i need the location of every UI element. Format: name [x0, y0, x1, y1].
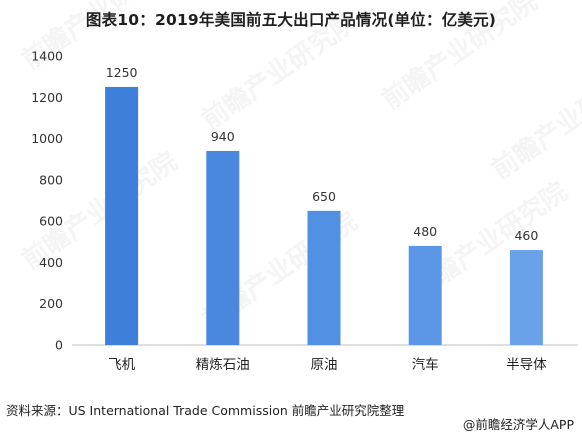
chart-title: 图表10：2019年美国前五大出口产品情况(单位：亿美元): [85, 11, 497, 29]
bar: [408, 245, 442, 345]
y-tick-label: 600: [39, 214, 63, 229]
y-tick-label: 800: [39, 172, 63, 187]
x-category-label: 汽车: [412, 356, 439, 373]
x-category-label: 飞机: [108, 357, 135, 373]
data-labels: 1250 飞机 940 精炼石油 650 原油 480 汽车 460 半导体: [106, 65, 547, 373]
source-note: 资料来源：US International Trade Commission 前…: [6, 403, 405, 418]
bar: [105, 86, 139, 345]
bar-value-label: 940: [211, 129, 235, 144]
x-category-label: 半导体: [506, 357, 547, 373]
bar-value-label: 480: [413, 224, 437, 239]
bars: [105, 86, 543, 345]
bar: [206, 150, 240, 345]
bar: [307, 210, 341, 345]
bar-value-label: 650: [312, 189, 336, 204]
bar: [509, 250, 543, 345]
x-category-label: 精炼石油: [196, 357, 250, 373]
brand-label: @前瞻经济学人APP: [462, 417, 574, 432]
brand-credit: @前瞻经济学人APP: [463, 414, 574, 433]
bar-value-label: 460: [514, 228, 538, 243]
y-tick-label: 0: [55, 338, 63, 353]
y-tick-label: 200: [39, 296, 63, 311]
watermark-text: 前瞻产业研究院: [486, 56, 582, 186]
y-tick-label: 400: [39, 255, 63, 270]
axes: 0 200 400 600 800 1000 1200 1400: [31, 49, 578, 353]
bar-value-label: 1250: [106, 65, 138, 80]
y-tick-label: 1200: [31, 90, 63, 105]
y-tick-label: 1000: [31, 131, 63, 146]
x-category-label: 原油: [311, 357, 338, 373]
y-tick-label: 1400: [31, 49, 63, 64]
